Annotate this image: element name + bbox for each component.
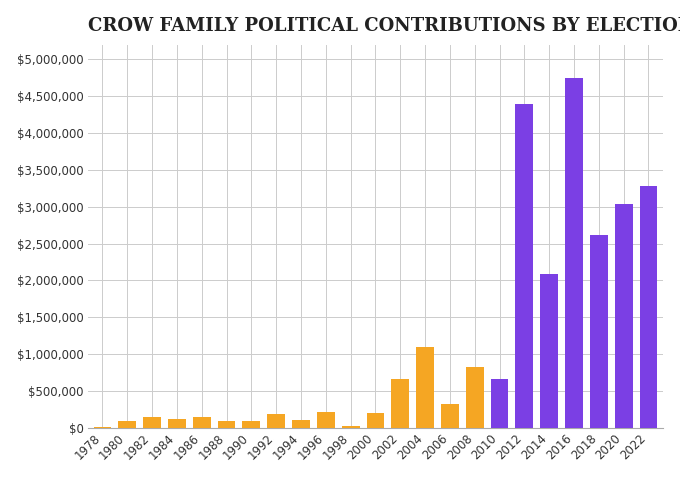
Bar bbox=[193, 417, 211, 428]
Text: CROW FAMILY POLITICAL CONTRIBUTIONS BY ELECTION CYCLE: CROW FAMILY POLITICAL CONTRIBUTIONS BY E… bbox=[88, 17, 680, 34]
Bar bbox=[342, 426, 360, 428]
Bar bbox=[267, 414, 285, 428]
Bar bbox=[565, 78, 583, 428]
Bar bbox=[94, 427, 112, 428]
Bar bbox=[540, 274, 558, 428]
Bar bbox=[466, 366, 483, 428]
Bar bbox=[168, 419, 186, 428]
Bar bbox=[118, 421, 136, 428]
Bar bbox=[515, 103, 533, 428]
Bar bbox=[392, 379, 409, 428]
Bar bbox=[292, 420, 310, 428]
Bar bbox=[639, 186, 658, 428]
Bar bbox=[441, 404, 459, 428]
Bar bbox=[615, 205, 632, 428]
Bar bbox=[243, 421, 260, 428]
Bar bbox=[317, 412, 335, 428]
Bar bbox=[416, 347, 434, 428]
Bar bbox=[143, 417, 161, 428]
Bar bbox=[490, 379, 509, 428]
Bar bbox=[590, 235, 608, 428]
Bar bbox=[367, 413, 384, 428]
Bar bbox=[218, 421, 235, 428]
